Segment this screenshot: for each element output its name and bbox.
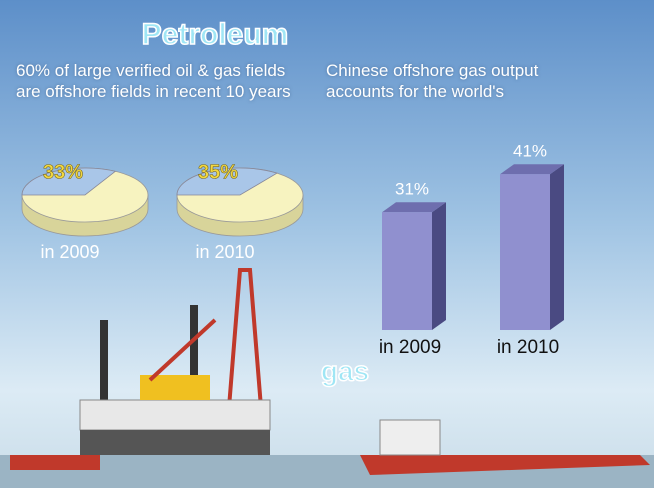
chart-title: gas: [321, 355, 369, 386]
bar-top: [382, 202, 446, 213]
chart-title: Petroleum: [142, 18, 289, 51]
pie-slice: [176, 167, 279, 196]
category-label: in 2010: [195, 242, 254, 262]
data-label: 31%: [395, 180, 429, 199]
bar-top: [500, 164, 564, 175]
category-label: in 2010: [497, 337, 559, 358]
data-label: 33%: [43, 161, 83, 183]
bar-side: [432, 202, 446, 330]
oil-rig: [79, 268, 271, 455]
bar: [382, 212, 432, 330]
category-label: in 2009: [379, 337, 441, 358]
subtitle: Chinese offshore gas output accounts for…: [326, 61, 539, 101]
category-label: in 2009: [40, 242, 99, 262]
subtitle: 60% of large verified oil & gas fields a…: [16, 61, 291, 101]
ship: [10, 419, 650, 475]
data-label: 35%: [198, 161, 238, 183]
bar-side: [550, 164, 564, 330]
bar: [500, 174, 550, 330]
pie-slice: [21, 167, 117, 196]
data-label: 41%: [513, 142, 547, 161]
